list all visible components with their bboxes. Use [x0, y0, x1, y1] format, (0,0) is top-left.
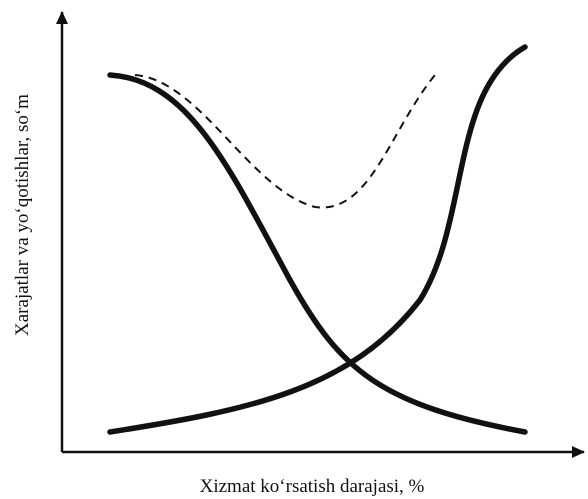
total-curve: [134, 74, 436, 209]
decreasing-curve: [107, 72, 528, 435]
y-axis-label: Xarajatlar va yo‘qotishlar, so‘m: [12, 94, 33, 336]
increasing-curve: [107, 44, 528, 435]
x-axis-label: Xizmat ko‘rsatish darajasi, %: [200, 476, 425, 497]
